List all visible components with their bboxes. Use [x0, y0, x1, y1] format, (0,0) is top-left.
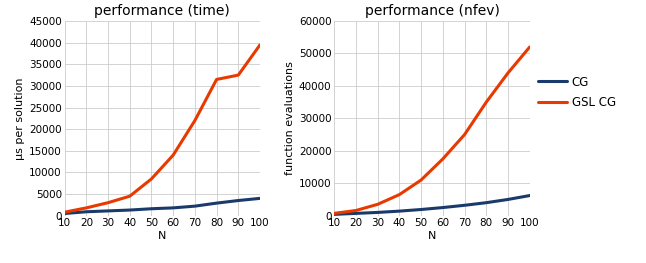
CG — [526, 194, 534, 197]
GSL CG — [374, 203, 382, 206]
X-axis label: N: N — [428, 231, 436, 241]
GSL CG — [169, 154, 177, 157]
GSL CG — [147, 177, 155, 180]
Y-axis label: μs per solution: μs per solution — [15, 77, 25, 160]
GSL CG — [256, 43, 264, 46]
GSL CG — [61, 211, 68, 214]
CG — [147, 207, 155, 210]
X-axis label: N: N — [158, 231, 167, 241]
CG — [169, 206, 177, 209]
CG — [395, 210, 403, 213]
Y-axis label: function evaluations: function evaluations — [285, 62, 295, 175]
GSL CG — [439, 157, 447, 160]
Line: GSL CG: GSL CG — [334, 47, 530, 213]
CG — [61, 212, 68, 215]
CG — [104, 209, 112, 213]
Title: performance (nfev): performance (nfev) — [364, 4, 499, 18]
CG — [126, 209, 134, 212]
CG — [256, 197, 264, 200]
Line: CG: CG — [334, 196, 530, 214]
GSL CG — [504, 71, 512, 74]
CG — [213, 201, 220, 205]
CG — [461, 204, 468, 207]
Line: CG: CG — [65, 198, 260, 214]
GSL CG — [83, 206, 90, 209]
CG — [330, 213, 338, 216]
CG — [352, 212, 360, 215]
CG — [483, 201, 490, 204]
CG — [374, 211, 382, 214]
GSL CG — [213, 78, 220, 81]
GSL CG — [526, 45, 534, 49]
GSL CG — [352, 209, 360, 212]
GSL CG — [191, 119, 199, 122]
CG — [191, 205, 199, 208]
GSL CG — [461, 133, 468, 136]
GSL CG — [234, 74, 242, 77]
GSL CG — [483, 100, 490, 104]
CG — [439, 206, 447, 209]
GSL CG — [417, 178, 425, 181]
Legend: CG, GSL CG: CG, GSL CG — [537, 75, 616, 109]
Line: GSL CG: GSL CG — [65, 45, 260, 212]
CG — [234, 199, 242, 202]
GSL CG — [330, 212, 338, 215]
CG — [83, 210, 90, 213]
CG — [417, 208, 425, 211]
CG — [504, 198, 512, 201]
GSL CG — [126, 195, 134, 198]
Title: performance (time): performance (time) — [94, 4, 230, 18]
GSL CG — [395, 193, 403, 196]
GSL CG — [104, 201, 112, 204]
